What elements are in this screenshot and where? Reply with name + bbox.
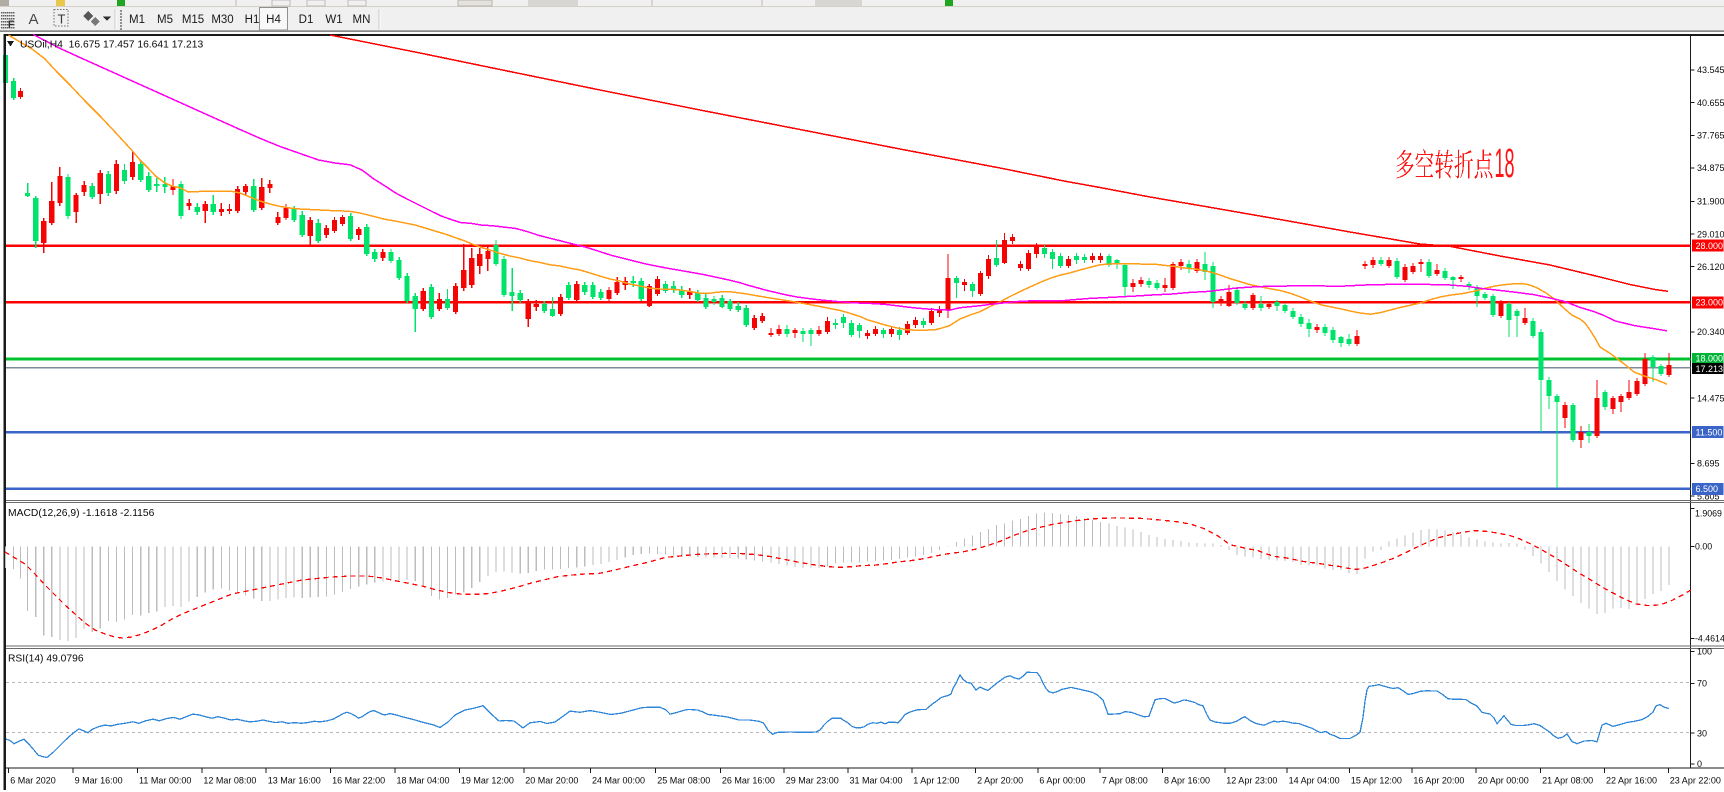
svg-text:2 Apr 20:00: 2 Apr 20:00	[977, 776, 1023, 786]
svg-text:M1: M1	[129, 14, 145, 26]
svg-text:USOil,H4 16.675 17.457 16.641: USOil,H4 16.675 17.457 16.641 17.213	[20, 40, 203, 51]
svg-text:M5: M5	[157, 14, 173, 26]
svg-text:9 Mar 16:00: 9 Mar 16:00	[75, 776, 123, 786]
svg-text:F: F	[8, 20, 14, 31]
svg-text:13 Mar 16:00: 13 Mar 16:00	[268, 776, 321, 786]
svg-text:16 Mar 22:00: 16 Mar 22:00	[332, 776, 385, 786]
svg-text:23.000: 23.000	[1696, 298, 1724, 308]
svg-text:20 Mar 20:00: 20 Mar 20:00	[525, 776, 578, 786]
svg-text:30: 30	[1697, 728, 1707, 738]
svg-text:31 Mar 04:00: 31 Mar 04:00	[850, 776, 903, 786]
svg-text:A: A	[29, 11, 39, 28]
svg-text:26 Mar 16:00: 26 Mar 16:00	[722, 776, 775, 786]
svg-text:H1: H1	[245, 14, 260, 26]
svg-text:16 Apr 20:00: 16 Apr 20:00	[1413, 776, 1464, 786]
svg-text:0.00: 0.00	[1695, 542, 1712, 552]
svg-text:RSI(14) 49.0796: RSI(14) 49.0796	[8, 654, 84, 665]
svg-text:15 Apr 12:00: 15 Apr 12:00	[1351, 776, 1402, 786]
svg-text:23 Apr 22:00: 23 Apr 22:00	[1670, 776, 1721, 786]
svg-text:12 Mar 08:00: 12 Mar 08:00	[203, 776, 256, 786]
svg-text:8.695: 8.695	[1697, 459, 1720, 469]
svg-text:14.475: 14.475	[1697, 393, 1724, 403]
svg-text:40.655: 40.655	[1697, 98, 1724, 108]
svg-text:H4: H4	[266, 14, 281, 26]
svg-text:25 Mar 08:00: 25 Mar 08:00	[657, 776, 710, 786]
svg-text:24 Mar 00:00: 24 Mar 00:00	[592, 776, 645, 786]
svg-text:7 Apr 08:00: 7 Apr 08:00	[1102, 776, 1148, 786]
svg-text:11.500: 11.500	[1696, 428, 1723, 438]
svg-text:-4.4614: -4.4614	[1695, 634, 1724, 644]
svg-text:6 Mar 2020: 6 Mar 2020	[10, 776, 56, 786]
svg-text:W1: W1	[325, 14, 342, 26]
svg-text:18 Mar 04:00: 18 Mar 04:00	[397, 776, 450, 786]
svg-text:5.805: 5.805	[1697, 491, 1720, 501]
svg-text:28.000: 28.000	[1696, 241, 1724, 251]
svg-text:18: 18	[1495, 140, 1515, 186]
svg-text:20 Apr 00:00: 20 Apr 00:00	[1478, 776, 1529, 786]
svg-text:6.500: 6.500	[1696, 484, 1719, 494]
svg-text:29.010: 29.010	[1697, 229, 1724, 239]
svg-text:1 Apr 12:00: 1 Apr 12:00	[913, 776, 959, 786]
svg-text:M30: M30	[211, 14, 233, 26]
svg-text:0: 0	[1697, 759, 1702, 769]
svg-text:MACD(12,26,9) -1.1618 -2.1156: MACD(12,26,9) -1.1618 -2.1156	[8, 508, 155, 519]
svg-text:26.120: 26.120	[1697, 262, 1724, 272]
svg-text:18.000: 18.000	[1696, 354, 1724, 364]
svg-text:17.213: 17.213	[1696, 364, 1724, 374]
svg-text:29 Mar 23:00: 29 Mar 23:00	[786, 776, 839, 786]
svg-text:20.340: 20.340	[1697, 327, 1724, 337]
svg-text:8 Apr 16:00: 8 Apr 16:00	[1164, 776, 1210, 786]
svg-text:1.9069: 1.9069	[1695, 509, 1722, 519]
svg-text:22 Apr 16:00: 22 Apr 16:00	[1606, 776, 1657, 786]
svg-text:37.765: 37.765	[1697, 130, 1724, 140]
svg-text:6 Apr 00:00: 6 Apr 00:00	[1039, 776, 1085, 786]
svg-text:70: 70	[1697, 679, 1707, 689]
svg-text:D1: D1	[299, 14, 314, 26]
svg-text:M15: M15	[182, 14, 204, 26]
svg-text:T: T	[58, 12, 66, 27]
svg-text:14 Apr 04:00: 14 Apr 04:00	[1289, 776, 1340, 786]
svg-text:31.900: 31.900	[1697, 197, 1724, 207]
svg-text:19 Mar 12:00: 19 Mar 12:00	[461, 776, 514, 786]
svg-text:12 Apr 23:00: 12 Apr 23:00	[1226, 776, 1277, 786]
svg-text:21 Apr 08:00: 21 Apr 08:00	[1542, 776, 1593, 786]
svg-text:34.875: 34.875	[1697, 163, 1724, 173]
svg-text:11 Mar 00:00: 11 Mar 00:00	[139, 776, 191, 786]
svg-text:100: 100	[1697, 647, 1712, 657]
svg-text:43.545: 43.545	[1697, 65, 1724, 75]
svg-text:MN: MN	[353, 14, 371, 26]
